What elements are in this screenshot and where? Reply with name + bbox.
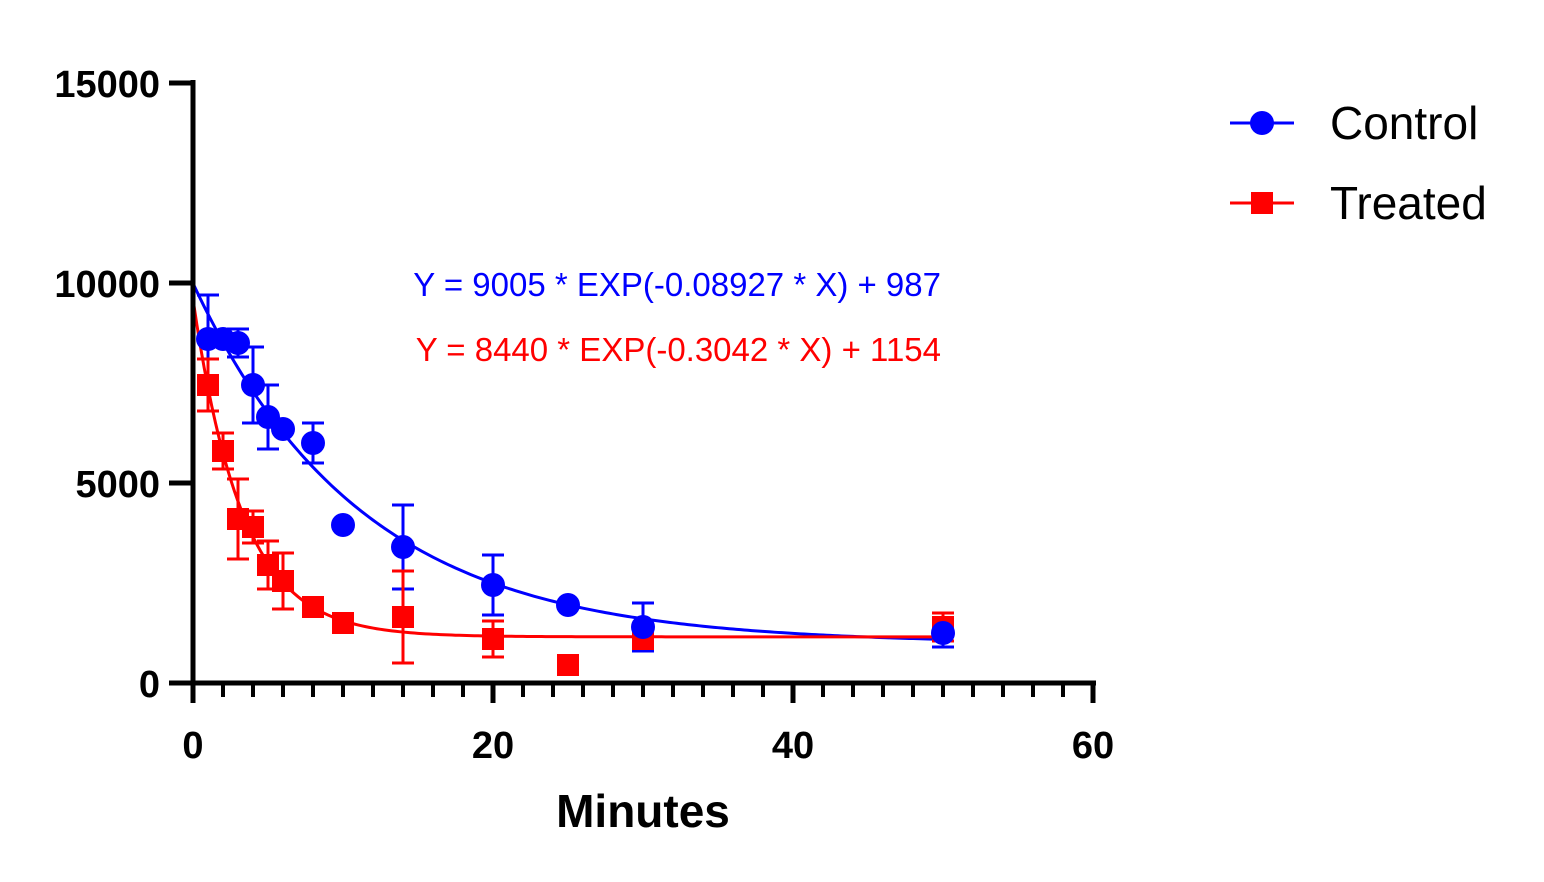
y-tick-label: 15000 xyxy=(54,64,160,106)
point-control xyxy=(226,331,250,355)
point-control xyxy=(391,535,415,559)
y-tick-label: 10000 xyxy=(54,264,160,306)
x-axis-title: Minutes xyxy=(556,785,730,837)
point-treated xyxy=(212,440,234,462)
point-treated xyxy=(557,654,579,676)
equations: Y = 9005 * EXP(-0.08927 * X) + 987 Y = 8… xyxy=(413,266,941,368)
point-control xyxy=(301,431,325,455)
point-treated xyxy=(332,612,354,634)
legend: Control Treated xyxy=(1230,97,1487,229)
x-tick-label: 60 xyxy=(1072,725,1114,767)
legend-label-treated: Treated xyxy=(1330,177,1487,229)
point-control xyxy=(331,513,355,537)
y-tick-label: 5000 xyxy=(75,464,160,506)
point-treated xyxy=(272,570,294,592)
x-ticks: 0 20 40 60 xyxy=(182,683,1114,767)
y-ticks: 0 5000 10000 15000 xyxy=(54,64,193,706)
point-treated xyxy=(482,628,504,650)
legend-marker-control xyxy=(1250,111,1274,135)
axes: 0 20 40 60 0 5000 10000 15000 xyxy=(54,64,1114,767)
legend-label-control: Control xyxy=(1330,97,1478,149)
point-treated xyxy=(302,596,324,618)
point-treated xyxy=(197,374,219,396)
equation-control: Y = 9005 * EXP(-0.08927 * X) + 987 xyxy=(413,266,941,303)
point-control xyxy=(931,621,955,645)
point-control xyxy=(241,373,265,397)
point-control xyxy=(271,417,295,441)
data-markers xyxy=(196,327,955,676)
point-treated xyxy=(242,516,264,538)
point-control xyxy=(481,573,505,597)
legend-marker-treated xyxy=(1251,192,1273,214)
x-tick-label: 0 xyxy=(182,725,203,767)
point-control xyxy=(631,615,655,639)
point-treated xyxy=(392,606,414,628)
legend-item-treated: Treated xyxy=(1230,177,1487,229)
x-tick-label: 40 xyxy=(772,725,814,767)
y-tick-label: 0 xyxy=(139,664,160,706)
legend-item-control: Control xyxy=(1230,97,1478,149)
equation-treated: Y = 8440 * EXP(-0.3042 * X) + 1154 xyxy=(416,331,941,368)
point-control xyxy=(556,593,580,617)
x-tick-label: 20 xyxy=(472,725,514,767)
